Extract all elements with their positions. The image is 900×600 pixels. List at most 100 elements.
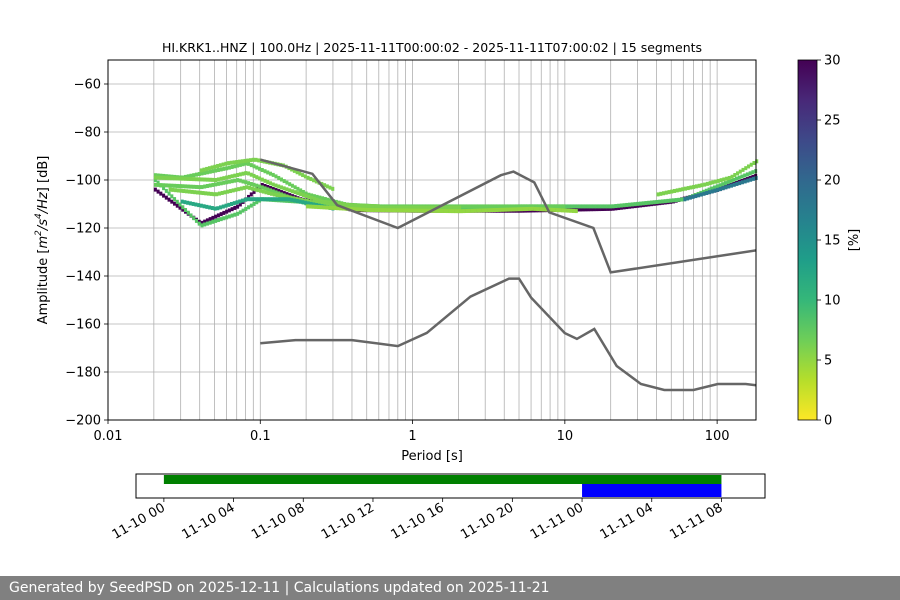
psd-cell-8-36 <box>404 208 408 213</box>
psd-cell-4-31 <box>238 172 242 177</box>
psd-cell-1-159 <box>589 204 593 209</box>
psd-cell-0-44 <box>274 188 278 193</box>
psd-cell-1-36 <box>252 201 256 206</box>
psd-cell-0-160 <box>592 207 596 212</box>
psd-cell-2-57 <box>310 193 314 198</box>
psd-cell-6-42 <box>295 199 299 204</box>
psd-cell-9-1 <box>659 191 663 196</box>
psd-cell-4-106 <box>444 205 448 210</box>
psd-cell-8-81 <box>528 206 532 211</box>
psd-cell-8-47 <box>434 208 438 213</box>
psd-cell-0-23 <box>216 213 220 218</box>
psd-cell-4-12 <box>186 176 190 181</box>
psd-cell-8-93 <box>561 208 565 213</box>
psd-cell-10-15 <box>724 185 728 190</box>
psd-cell-8-43 <box>423 208 428 213</box>
psd-cell-5-69 <box>357 203 361 208</box>
psd-cell-5-76 <box>376 204 380 209</box>
psd-cell-2-20 <box>208 169 212 174</box>
cbar-tick-label-1: 5 <box>824 354 832 369</box>
psd-cell-5-70 <box>360 203 364 208</box>
psd-cell-3-30 <box>236 178 240 183</box>
psd-cell-2-31 <box>238 162 242 167</box>
psd-cell-5-30 <box>250 186 254 191</box>
x-tick-label-0: 0.01 <box>94 429 123 444</box>
psd-cell-1-15 <box>194 218 198 223</box>
psd-cell-1-23 <box>216 218 220 223</box>
psd-cell-5-24 <box>234 187 238 192</box>
psd-cell-1-33 <box>244 206 248 211</box>
y-label-part-5: s <box>36 219 51 226</box>
psd-cell-4-43 <box>271 182 275 187</box>
psd-cell-8-10 <box>333 206 337 211</box>
psd-cell-2-0 <box>153 173 157 178</box>
psd-cell-5-35 <box>264 190 268 195</box>
psd-cell-0-49 <box>288 193 292 198</box>
psd-cell-3-16 <box>197 185 201 190</box>
psd-cell-6-21 <box>238 199 242 204</box>
psd-cell-1-214 <box>740 174 744 179</box>
psd-cell-2-141 <box>540 204 544 209</box>
psd-cell-6-5 <box>194 202 198 207</box>
psd-cell-0-157 <box>584 207 588 212</box>
psd-cell-6-44 <box>301 200 305 205</box>
psd-cell-5-38 <box>272 192 276 197</box>
psd-cell-10-6 <box>699 192 703 197</box>
psd-cell-8-64 <box>481 208 485 213</box>
psd-cell-5-17 <box>215 192 219 197</box>
selected-window <box>582 484 722 497</box>
psd-cell-3-40 <box>263 186 267 191</box>
psd-cell-2-135 <box>523 204 527 209</box>
psd-cell-8-16 <box>349 207 354 212</box>
psd-cell-5-73 <box>368 203 372 208</box>
psd-cell-5-63 <box>341 202 345 207</box>
psd-cell-9-25 <box>725 176 729 181</box>
psd-cell-5-8 <box>190 189 194 194</box>
psd-cell-2-125 <box>496 204 500 209</box>
psd-cell-1-6 <box>170 194 174 199</box>
psd-cell-3-21 <box>211 182 215 187</box>
psd-cell-0-165 <box>606 206 610 211</box>
psd-cell-2-138 <box>532 204 536 209</box>
psd-cell-1-34 <box>247 205 251 210</box>
psd-cell-3-42 <box>268 188 273 193</box>
psd-cell-1-16 <box>197 221 201 226</box>
psd-cell-8-21 <box>363 207 367 212</box>
psd-cell-2-54 <box>301 189 305 194</box>
psd-cell-1-162 <box>597 204 601 209</box>
psd-cell-4-101 <box>430 205 434 210</box>
psd-cell-3-43 <box>271 189 275 194</box>
psd-cell-6-12 <box>213 206 217 211</box>
psd-cell-3-24 <box>219 181 223 186</box>
noise-model-curves <box>259 158 756 392</box>
psd-cell-1-24 <box>219 217 223 222</box>
psd-cell-1-14 <box>192 216 196 221</box>
psd-cell-8-34 <box>399 208 403 213</box>
psd-cell-4-33 <box>244 171 248 176</box>
psd-cell-8-58 <box>465 208 469 213</box>
psd-cell-5-25 <box>237 187 241 192</box>
psd-cell-6-48 <box>312 202 316 207</box>
psd-cell-0-27 <box>227 208 231 213</box>
psd-cell-5-13 <box>204 191 208 196</box>
psd-cell-1-25 <box>222 216 226 221</box>
psd-cell-2-113 <box>463 204 467 209</box>
psd-cell-5-67 <box>352 203 356 208</box>
psd-cell-8-84 <box>536 207 540 212</box>
psd-cell-0-29 <box>233 205 237 210</box>
psd-cell-5-74 <box>371 204 375 209</box>
psd-cell-2-15 <box>194 172 198 177</box>
psd-cell-1-191 <box>677 197 681 202</box>
psd-cell-8-72 <box>503 207 507 212</box>
psd-cell-0-10 <box>181 207 185 212</box>
psd-cell-2-62 <box>323 197 327 202</box>
psd-cell-6-17 <box>227 202 231 207</box>
psd-cell-5-31 <box>253 187 257 192</box>
cbar-tick-label-3: 15 <box>824 234 841 249</box>
psd-cell-1-19 <box>205 221 209 226</box>
psd-cell-0-19 <box>205 218 209 223</box>
psd-cell-2-2 <box>159 173 163 178</box>
psd-cell-9-0 <box>656 192 660 197</box>
psd-cell-7-47 <box>328 185 332 190</box>
psd-cell-1-160 <box>592 204 596 209</box>
